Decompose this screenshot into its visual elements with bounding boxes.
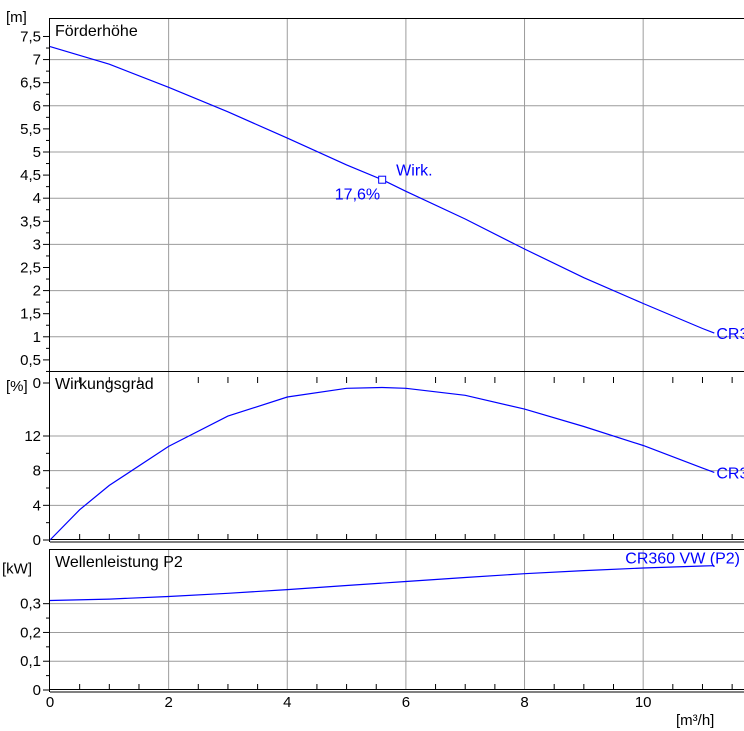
plot-area: [50, 371, 744, 540]
x-axis-label: [m³/h]: [676, 712, 714, 729]
x-tick-label: 0: [46, 694, 54, 711]
plot-area: [50, 549, 744, 690]
panel-1: 0 0,5 1 1,5 2 2,5 3 3,5 4 4,5 5 5,5 6 6,5 7 7,5 [m] Förde…: [6, 9, 744, 392]
y-tick-label: 7: [33, 52, 41, 69]
series-label: CR360 VW (P2): [625, 551, 740, 568]
panel-title: Förderhöhe: [55, 23, 138, 40]
y-tick-label: 0: [33, 375, 41, 392]
y-tick-label: 3,5: [20, 213, 41, 230]
panel-3: 0 0,1 0,2 0,3 [kW] Wellenleistung P2 CR360 VW …: [2, 549, 744, 699]
y-tick-label: 0,2: [20, 624, 41, 641]
operating-point-marker: [378, 175, 387, 184]
y-tick-label: 0: [33, 682, 41, 699]
y-tick-label: 4,5: [20, 167, 41, 184]
y-unit-label: [%]: [6, 378, 28, 395]
y-tick-label: 6,5: [20, 75, 41, 92]
plot-area: [50, 18, 744, 383]
y-tick-label: 12: [24, 428, 41, 445]
y-tick-label: 6: [33, 98, 41, 115]
y-tick-label: 0,3: [20, 596, 41, 613]
y-tick-label: 4: [33, 497, 41, 514]
y-tick-label: 2: [33, 283, 41, 300]
x-tick-label: 10: [635, 694, 652, 711]
x-tick-label: 2: [164, 694, 172, 711]
x-tick-label: 4: [283, 694, 291, 711]
y-unit-label: [m]: [6, 9, 27, 26]
y-tick-label: 8: [33, 463, 41, 480]
y-tick-label: 1,5: [20, 306, 41, 323]
series-line: [49, 565, 715, 602]
y-tick-label: 4: [33, 190, 41, 207]
y-tick-label: 3: [33, 236, 41, 253]
series-line: [49, 46, 715, 334]
x-tick-label: 8: [520, 694, 528, 711]
y-tick-label: 5: [33, 144, 41, 161]
y-tick-label: 0,5: [20, 352, 41, 369]
series-line: [49, 386, 715, 541]
y-tick-label: 0,1: [20, 653, 41, 670]
y-tick-label: 1: [33, 329, 41, 346]
series-label: CR360 VW: [716, 326, 744, 343]
annotation-label: Wirk.: [396, 163, 432, 180]
y-tick-label: 7,5: [20, 28, 41, 45]
annotation-label: 17,6%: [335, 187, 380, 204]
y-tick-label: 0: [33, 532, 41, 549]
panel-title: Wellenleistung P2: [55, 554, 183, 571]
y-tick-label: 2,5: [20, 259, 41, 276]
series-label: CR360 VW: [716, 465, 744, 482]
y-unit-label: [kW]: [2, 560, 32, 577]
x-tick-label: 6: [402, 694, 410, 711]
y-tick-label: 5,5: [20, 121, 41, 138]
